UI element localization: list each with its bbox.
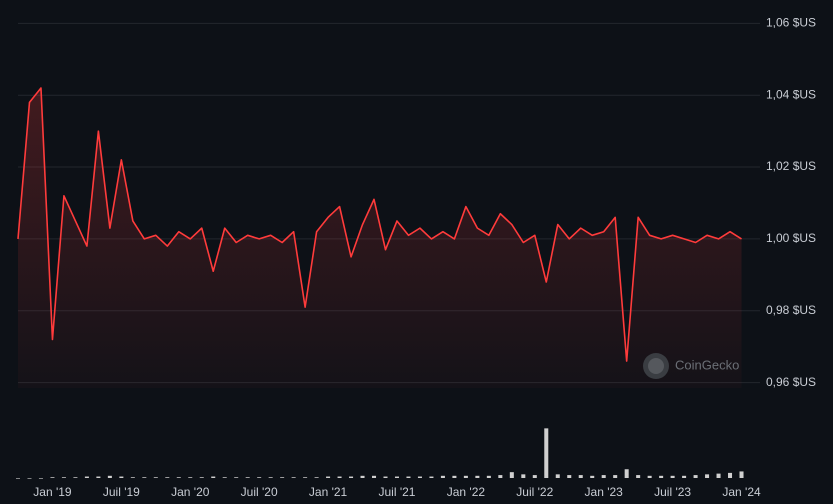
x-tick-label: Jan '19 [33,485,72,499]
volume-bar [268,477,273,478]
volume-bar [188,477,193,478]
volume-bar [234,477,239,478]
y-tick-label: 0,96 $US [766,375,816,389]
volume-bar [555,474,560,478]
volume-bar [578,475,583,478]
volume-bar [107,475,112,478]
volume-bar [199,477,204,478]
y-tick-label: 1,00 $US [766,231,816,245]
volume-bar [521,474,526,478]
volume-bar [463,475,468,478]
volume-bar [50,477,55,478]
x-tick-label: Juil '22 [516,485,553,499]
watermark-logo-inner [648,358,664,374]
volume-bar [716,473,721,478]
volume-bar [383,476,388,478]
x-tick-label: Juil '20 [241,485,278,499]
volume-bar [119,476,124,478]
volume-bar [15,478,21,479]
x-tick-label: Jan '24 [722,485,761,499]
volume-bar [659,475,664,478]
y-tick-label: 1,06 $US [766,16,816,30]
volume-bar [406,476,411,478]
volume-bar [27,478,32,479]
volume-bar [475,475,480,478]
x-tick-label: Jan '23 [585,485,624,499]
volume-bar [257,477,262,478]
volume-bar [280,477,285,478]
volume-bar [601,475,606,478]
x-tick-label: Juil '19 [103,485,140,499]
volume-bar [647,475,652,478]
volume-bar [96,476,101,478]
x-tick-label: Juil '21 [378,485,415,499]
price-line [17,87,742,362]
price-area [18,88,742,389]
volume-bar [728,472,733,478]
volume-bar [349,476,354,478]
volume-bar [61,477,66,478]
volume-bar [498,475,503,478]
x-tick-label: Jan '21 [309,485,348,499]
volume-bar [130,477,135,478]
volume-bar [165,477,170,478]
volume-bar [693,475,698,478]
x-tick-label: Jan '22 [447,485,486,499]
volume-bar [452,475,457,478]
watermark-text: CoinGecko [675,357,739,372]
volume-bar [73,477,78,478]
x-tick-label: Juil '23 [654,485,691,499]
volume-bar [739,471,744,478]
volume-bar [590,475,595,478]
volume-bar [682,475,687,478]
volume-bar [509,472,514,478]
volume-bar [440,475,445,478]
volume-bar [222,477,227,478]
volume-bar [245,477,250,478]
volume-bar [429,476,434,478]
volume-bar [624,469,629,478]
y-tick-label: 0,98 $US [766,303,816,317]
volume-bar [670,475,675,478]
volume-bar [153,477,158,478]
volume-bar [314,477,319,478]
volume-bar [291,477,296,478]
volume-bar [567,475,572,478]
volume-bar [360,475,365,478]
volume-bar [84,476,89,478]
x-tick-label: Jan '20 [171,485,210,499]
volume-bar [394,476,399,478]
volume-bar [337,476,342,478]
watermark: CoinGecko [643,353,739,379]
volume-bar [211,476,216,478]
volume-bar [486,475,491,478]
volume-bar [417,476,422,478]
volume-bar [705,474,710,478]
volume-bar [303,477,308,478]
volume-bar [176,477,181,478]
volume-bar [372,475,377,478]
volume-bar [636,475,641,478]
y-tick-label: 1,02 $US [766,159,816,173]
volume-bar [142,477,147,478]
volume-bar [38,478,43,479]
volume-bar [544,428,549,478]
volume-bar [532,475,537,478]
volume-bar [613,475,618,478]
volume-bar [326,476,331,478]
y-tick-label: 1,04 $US [766,87,816,101]
